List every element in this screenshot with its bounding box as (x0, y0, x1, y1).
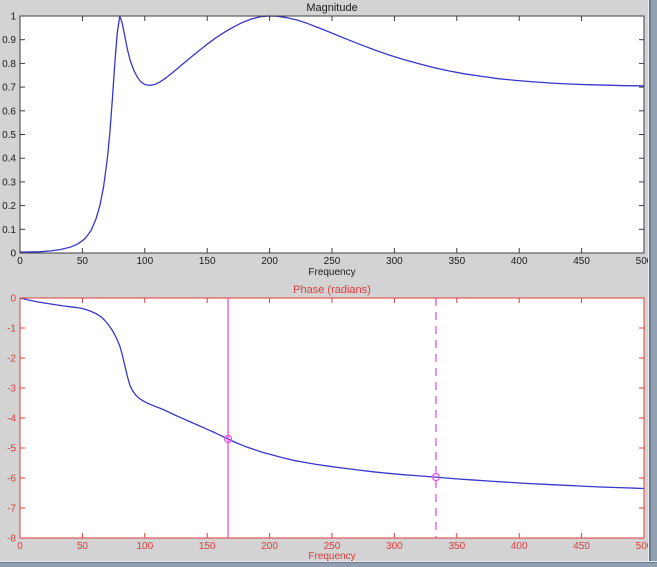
y-tick-label: 0.8 (2, 59, 16, 70)
y-tick-label: 0.4 (2, 154, 16, 165)
x-tick-label: 300 (386, 541, 403, 552)
y-tick-label: 1 (10, 12, 16, 23)
x-tick-label: 250 (324, 541, 341, 552)
y-tick-label: -2 (7, 354, 16, 365)
y-tick-label: 0.7 (2, 83, 16, 94)
magnitude-xlabel: Frequency (308, 267, 356, 278)
x-tick-label: 100 (136, 541, 153, 552)
axis-box (19, 15, 645, 254)
magnitude-response-curve (19, 15, 645, 253)
window-frame-bottom (0, 561, 657, 567)
y-tick-label: -4 (7, 414, 16, 425)
x-tick-label: 0 (17, 256, 23, 267)
phase-plot-title: Phase (radians) (293, 284, 371, 296)
y-tick-label: 0.1 (2, 225, 16, 236)
y-tick-label: -1 (7, 324, 16, 335)
y-tick-label: 0 (10, 294, 16, 305)
y-tick-label: -5 (7, 444, 16, 455)
plot-area[interactable] (20, 16, 644, 253)
x-tick-label: 100 (136, 256, 153, 267)
x-tick-label: 0 (17, 541, 23, 552)
y-tick-label: 0.6 (2, 106, 16, 117)
phase-xlabel: Frequency (308, 551, 356, 562)
y-tick-label: 0.5 (2, 130, 16, 141)
x-tick-label: 250 (324, 256, 341, 267)
x-tick-label: 400 (511, 541, 528, 552)
magnitude-plot: 0 50 100 150 200 250 300 350 400 450 500 0 0.1 0.2 0.3… (2, 12, 653, 268)
phase-plot: 0 50 100 150 200 250 300 350 400 450 500 0 -1 -2 -3 -4 -… (7, 294, 653, 553)
phase-response-curve (19, 297, 645, 490)
y-tick-label: -8 (7, 534, 16, 545)
x-tick-label: 200 (261, 256, 278, 267)
y-tick-label: 0.3 (2, 177, 16, 188)
marker-circle (223, 434, 233, 444)
x-tick-label: 150 (199, 256, 216, 267)
x-tick-label: 50 (77, 256, 89, 267)
y-tick-label: -7 (7, 504, 16, 515)
x-tick-label: 500 (636, 256, 653, 267)
window-frame-right (648, 0, 657, 567)
x-tick-label: 350 (448, 541, 465, 552)
x-tick-label: 50 (77, 541, 89, 552)
marker-circle (431, 473, 441, 482)
y-tick-label: 0.9 (2, 35, 16, 46)
x-tick-label: 450 (573, 256, 590, 267)
x-tick-label: 450 (573, 541, 590, 552)
y-tick-label: 0 (10, 249, 16, 260)
x-tick-label: 500 (636, 541, 653, 552)
magnitude-plot-title: Magnitude (306, 2, 358, 14)
y-tick-label: -6 (7, 474, 16, 485)
x-tick-label: 300 (386, 256, 403, 267)
x-tick-label: 350 (448, 256, 465, 267)
x-tick-label: 400 (511, 256, 528, 267)
x-tick-label: 200 (261, 541, 278, 552)
y-tick-label: -3 (7, 384, 16, 395)
axis-box (19, 297, 645, 539)
x-tick-label: 150 (199, 541, 216, 552)
plot-area[interactable] (20, 298, 644, 538)
y-tick-label: 0.2 (2, 201, 16, 212)
